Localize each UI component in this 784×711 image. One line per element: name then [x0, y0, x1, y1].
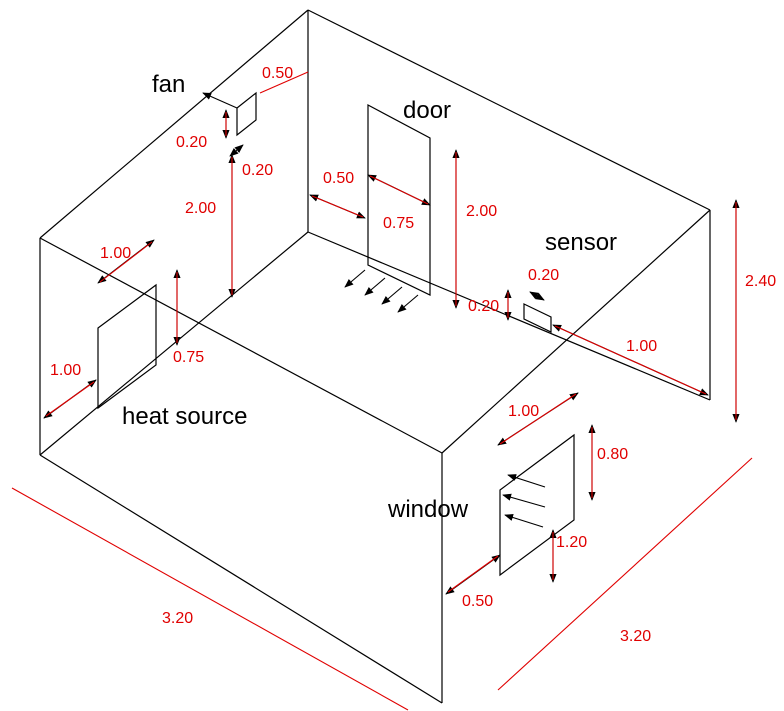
fan-offset-value: 0.50	[262, 65, 293, 82]
sensor-width-value: 0.20	[528, 267, 559, 284]
sensor-label: sensor	[545, 229, 617, 256]
window-height-value: 0.80	[597, 446, 628, 463]
fan-elevation-value: 2.00	[185, 200, 216, 217]
heat-source-label: heat source	[122, 403, 247, 430]
heat-source-offset-value: 1.00	[50, 362, 81, 379]
door-width-value: 0.75	[383, 215, 414, 232]
window-width-value: 1.00	[508, 403, 539, 420]
window-object	[445, 392, 596, 595]
door-label: door	[403, 97, 451, 124]
window-sill-value: 1.20	[556, 534, 587, 551]
window-label: window	[387, 496, 469, 523]
room-outline	[39, 9, 711, 704]
door-offset-value: 0.50	[323, 170, 354, 187]
fan-label: fan	[152, 71, 185, 98]
window-offset-value: 0.50	[462, 593, 493, 610]
fan-height-value: 0.20	[176, 134, 207, 151]
red-accents	[45, 112, 737, 593]
fan-object	[202, 71, 309, 298]
heat-source-width-value: 1.00	[100, 245, 131, 262]
door-object	[309, 104, 460, 313]
heat-source-object	[43, 239, 181, 419]
room-length-left-value: 3.20	[162, 610, 193, 627]
room-height-value: 2.40	[745, 273, 776, 290]
heat-source-height-value: 0.75	[173, 349, 204, 366]
room-length-right-value: 3.20	[620, 628, 651, 645]
door-height-value: 2.00	[466, 203, 497, 220]
sensor-object	[504, 289, 709, 396]
sensor-height-value: 0.20	[468, 298, 499, 315]
sensor-offset-value: 1.00	[626, 338, 657, 355]
fan-depth-value: 0.20	[242, 162, 273, 179]
